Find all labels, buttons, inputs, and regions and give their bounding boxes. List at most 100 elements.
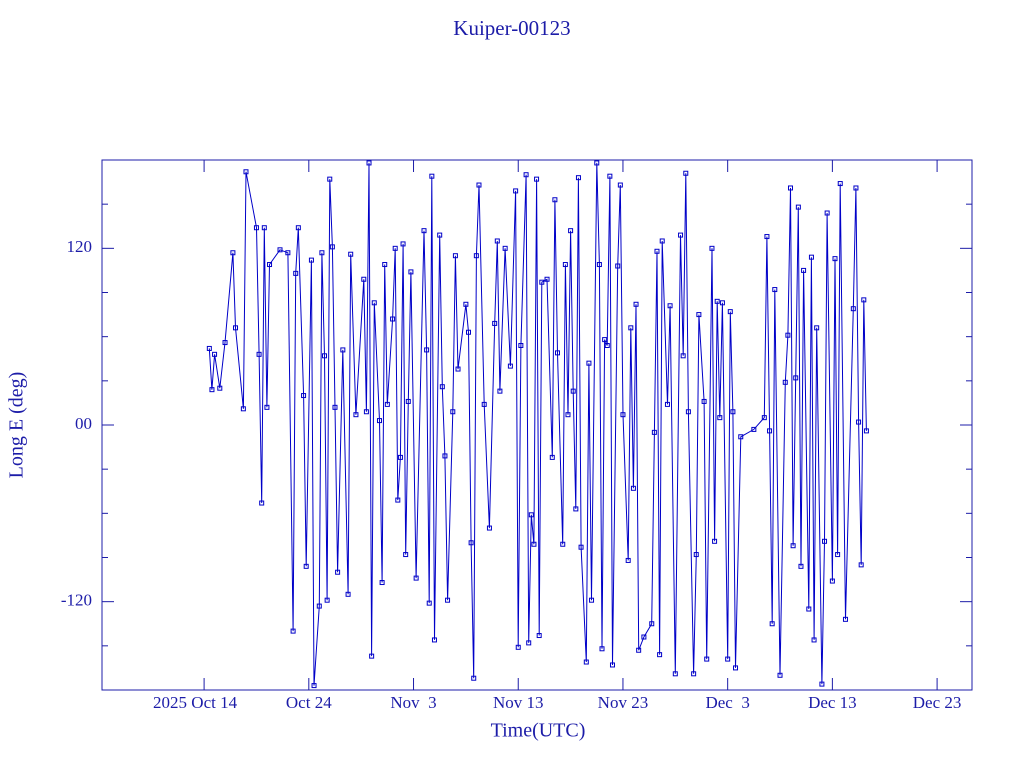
point [628, 325, 634, 331]
point [332, 404, 338, 410]
point [442, 453, 448, 459]
point [806, 606, 812, 612]
point [209, 387, 215, 393]
point [384, 401, 390, 407]
point [575, 175, 581, 181]
point [552, 197, 558, 203]
point [696, 312, 702, 318]
point [308, 257, 314, 263]
point [625, 557, 631, 563]
point [578, 544, 584, 550]
point [243, 169, 249, 175]
point [366, 160, 372, 166]
point [421, 228, 427, 234]
point [379, 580, 385, 586]
point [353, 412, 359, 418]
y-tick-label: 00 [75, 414, 92, 433]
point [620, 412, 626, 418]
point [507, 363, 513, 369]
point [733, 665, 739, 671]
point [494, 238, 500, 244]
point [544, 276, 550, 282]
point [837, 181, 843, 187]
point [727, 309, 733, 315]
point [787, 185, 793, 191]
point [730, 409, 736, 415]
point [445, 597, 451, 603]
point [777, 672, 783, 678]
point [617, 182, 623, 188]
point [822, 538, 828, 544]
point [772, 287, 778, 293]
point [633, 301, 639, 307]
point [761, 415, 767, 421]
point [492, 320, 498, 326]
point [767, 428, 773, 434]
point [641, 634, 647, 640]
point [528, 512, 534, 518]
point [361, 276, 367, 282]
point [842, 616, 848, 622]
point [630, 485, 636, 491]
point [481, 401, 487, 407]
point [531, 541, 537, 547]
point [764, 234, 770, 240]
point [335, 569, 341, 575]
point [649, 621, 655, 627]
point [701, 398, 707, 404]
point [814, 325, 820, 331]
point [340, 347, 346, 353]
point [392, 245, 398, 251]
point [455, 366, 461, 372]
point [515, 644, 521, 650]
x-tick-label: Nov 23 [598, 693, 649, 712]
point [465, 329, 471, 335]
point [534, 176, 540, 182]
point [206, 345, 212, 351]
point [609, 662, 615, 668]
point [751, 426, 757, 432]
point [486, 525, 492, 531]
point [301, 393, 307, 399]
point [863, 428, 869, 434]
point [602, 337, 608, 343]
point [285, 250, 291, 256]
point [717, 415, 723, 421]
point [664, 401, 670, 407]
point [468, 540, 474, 546]
point [560, 541, 566, 547]
point [408, 269, 414, 275]
point [327, 176, 333, 182]
point [615, 263, 621, 269]
point [212, 351, 218, 357]
point [217, 385, 223, 391]
point [596, 262, 602, 268]
point [376, 418, 382, 424]
point [654, 248, 660, 254]
point [295, 225, 301, 231]
point [303, 563, 309, 569]
point [424, 347, 430, 353]
x-tick-label: Dec 13 [808, 693, 857, 712]
point [429, 173, 435, 179]
point [513, 188, 519, 194]
point [604, 343, 610, 348]
y-axis-label: Long E (deg) [6, 372, 28, 479]
point [450, 409, 456, 415]
point [824, 210, 830, 216]
x-tick-label: Dec 3 [705, 693, 749, 712]
point [607, 173, 613, 179]
point [348, 251, 354, 257]
point [704, 656, 710, 662]
point [657, 652, 663, 658]
point [858, 562, 864, 568]
point [667, 303, 673, 309]
point [769, 621, 775, 627]
point [709, 245, 715, 251]
point [329, 244, 335, 250]
point [853, 185, 859, 191]
point [568, 228, 574, 234]
point [683, 170, 689, 176]
point [382, 262, 388, 268]
